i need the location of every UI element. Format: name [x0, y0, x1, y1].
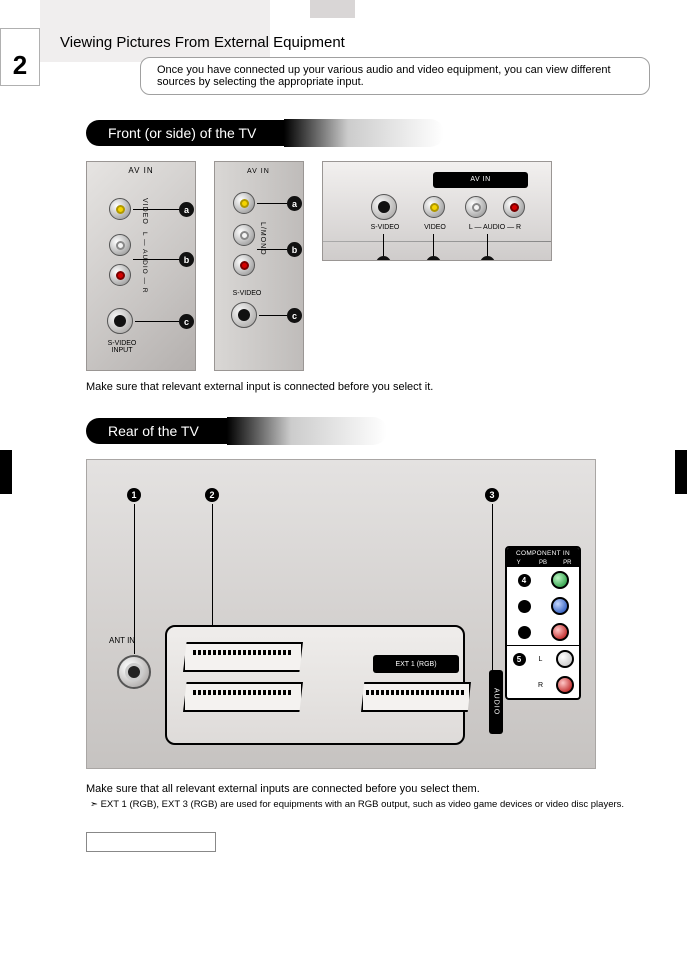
front-panel-3: AV IN S-VIDEO VIDEO L — AUDIO — R c a b [322, 161, 552, 261]
avin-label: AV IN [87, 162, 195, 175]
lead-c1 [135, 321, 179, 322]
rear-note: ➣ EXT 1 (RGB), EXT 3 (RGB) are used for … [86, 799, 647, 810]
page-subtitle: Once you have connected up your various … [140, 57, 650, 95]
lead-c2 [259, 315, 287, 316]
component-audio-l-jack [556, 650, 574, 668]
video-jack-3 [423, 196, 445, 218]
callout-a2: a [287, 196, 302, 211]
component-in-block: COMPONENT IN Y PB PR 4 [505, 546, 581, 700]
lmono-label: L/MONO [259, 222, 266, 256]
scart-ext2: EXT 2(Y/C) [183, 642, 303, 672]
audio-l-jack-3 [465, 196, 487, 218]
video-label-3: VIDEO [415, 224, 455, 231]
audio-vert-label: AUDIO [489, 670, 503, 734]
component-audio-r-jack [556, 676, 574, 694]
audio-r-jack-2 [233, 254, 255, 276]
video-vlabel: VIDEO [141, 198, 148, 225]
front-panel-1: AV IN VIDEO L — AUDIO — R S-VIDEO INPUT … [86, 161, 196, 371]
audio-vlabel: L — AUDIO — R [141, 232, 148, 294]
lead-a2 [257, 203, 287, 204]
leader-1 [134, 504, 135, 654]
avin-label-3: AV IN [433, 172, 528, 188]
header-tab [310, 0, 355, 18]
svideo-jack-3 [371, 194, 397, 220]
audio-r-jack-3 [503, 196, 525, 218]
comp-pr: PR [556, 559, 579, 567]
lead-a3 [433, 234, 434, 256]
comp-y: Y [507, 559, 531, 567]
left-tab [0, 450, 12, 494]
lead-b3 [487, 234, 488, 256]
rear-callout-1: 1 [127, 488, 141, 502]
scart-ext3: EXT 3(RGB) [183, 682, 303, 712]
rear-callout-2: 2 [205, 488, 219, 502]
pill-gradient-2 [227, 417, 387, 445]
callout-c: c [179, 314, 194, 329]
leader-2 [212, 504, 213, 630]
footer-box [86, 832, 216, 852]
antenna-connector [117, 655, 151, 689]
lead-b1 [133, 259, 179, 260]
scart-ext1 [361, 682, 471, 712]
rear-callout-4: 4 [518, 574, 531, 587]
lead-c3 [383, 234, 384, 256]
component-label: COMPONENT IN [507, 548, 579, 559]
rear-panel-diagram: 1 2 3 ANT IN EXT 2(Y/C) [86, 459, 596, 769]
front-panel-row: AV IN VIDEO L — AUDIO — R S-VIDEO INPUT … [86, 161, 647, 371]
callout-a: a [179, 202, 194, 217]
right-tab [675, 450, 687, 494]
page-number: 2 [0, 28, 40, 86]
callout-b3: b [480, 256, 495, 261]
audio-r-jack [109, 264, 131, 286]
ext1-label: EXT 1 (RGB) [373, 655, 459, 673]
lead-a1 [133, 209, 179, 210]
rear-section-heading: Rear of the TV [86, 418, 227, 444]
rear-caption: Make sure that all relevant external inp… [86, 783, 647, 795]
callout-c2: c [287, 308, 302, 323]
front-panel-2: AV IN S-VIDEO L/MONO a b c [214, 161, 304, 371]
audio-label-3: L — AUDIO — R [459, 224, 531, 231]
svideo-jack [107, 308, 133, 334]
video-jack-2 [233, 192, 255, 214]
comp-pb-marker [518, 600, 531, 613]
front-caption: Make sure that relevant external input i… [86, 381, 647, 393]
ext3-label: EXT 3(RGB) [307, 688, 353, 710]
scart-group: EXT 2(Y/C) EXT 3(RGB) EXT 1 (R [165, 625, 465, 745]
callout-b2: b [287, 242, 302, 257]
comp-pb: PB [531, 559, 555, 567]
callout-c3: c [376, 256, 391, 261]
svideo-label: S-VIDEO INPUT [97, 340, 147, 354]
ext2-label: EXT 2(Y/C) [307, 648, 353, 670]
avin-label-2: AV IN [247, 168, 270, 175]
callout-a3: a [426, 256, 441, 261]
video-jack [109, 198, 131, 220]
callout-b: b [179, 252, 194, 267]
page-title: Viewing Pictures From External Equipment [60, 28, 647, 51]
comp-pr-marker [518, 626, 531, 639]
front-section-heading: Front (or side) of the TV [86, 120, 284, 146]
comp-l-label: L [536, 656, 546, 663]
leader-3 [492, 504, 493, 672]
audio-l-jack [109, 234, 131, 256]
svideo-jack-2 [231, 302, 257, 328]
svideo-label-2: S-VIDEO [225, 290, 269, 297]
pill-gradient [284, 119, 444, 147]
svideo-label-3: S-VIDEO [363, 224, 407, 231]
component-y-jack [551, 571, 569, 589]
audio-l-jack-2 [233, 224, 255, 246]
rear-callout-3: 3 [485, 488, 499, 502]
lead-b2 [257, 249, 287, 250]
antin-label: ANT IN [109, 636, 135, 645]
comp-r-label: R [536, 682, 546, 689]
component-pr-jack [551, 623, 569, 641]
rear-callout-5: 5 [513, 653, 526, 666]
component-pb-jack [551, 597, 569, 615]
